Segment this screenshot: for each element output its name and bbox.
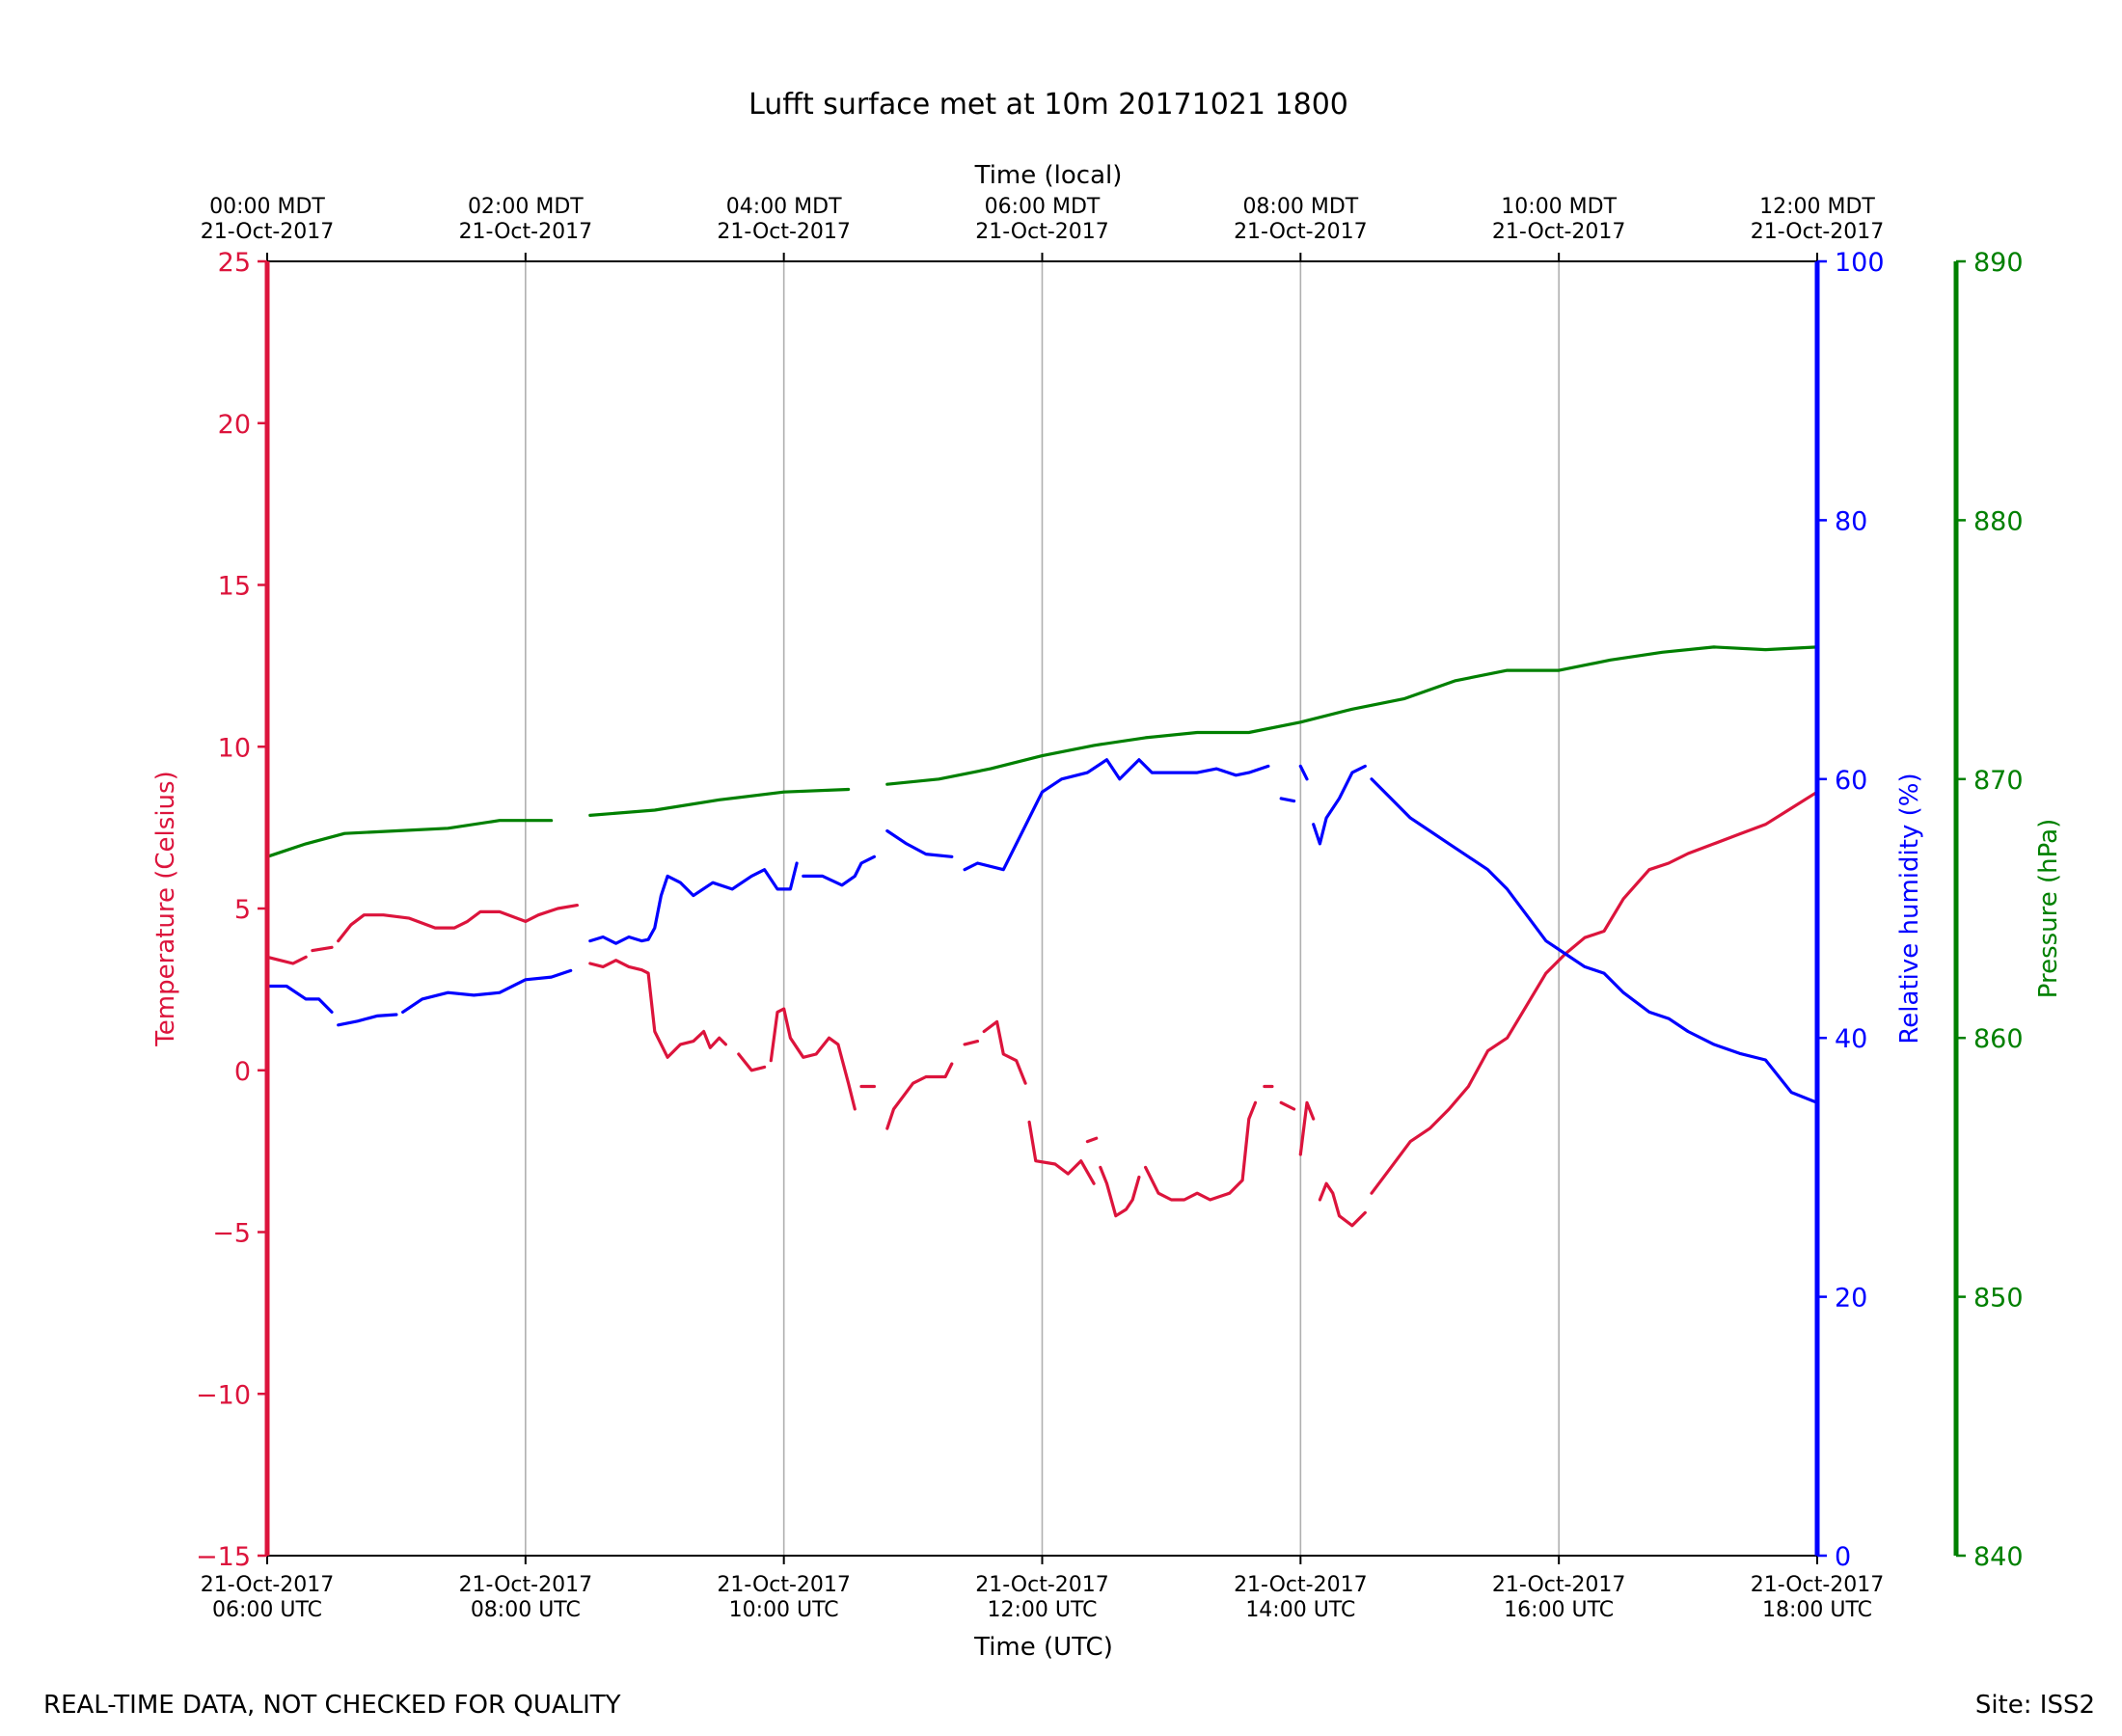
top-axis-label: Time (local) (974, 161, 1123, 190)
humidity-tick-label: 100 (1835, 248, 1885, 278)
relative-humidity-line-segment (885, 828, 954, 858)
top-tick-label-date: 21-Oct-2017 (1234, 220, 1368, 244)
x-tick-label-date: 21-Oct-2017 (1234, 1573, 1368, 1597)
temperature-line-segment (588, 959, 728, 1059)
pressure-tick-label: 870 (1973, 766, 2024, 796)
temperature-line-segment (1027, 1120, 1096, 1185)
x-tick-label-date: 21-Oct-2017 (1751, 1573, 1885, 1597)
relative-humidity-line-segment (588, 861, 799, 945)
top-tick-label-time: 12:00 MDT (1759, 195, 1875, 219)
x-tick-label-date: 21-Oct-2017 (717, 1573, 851, 1597)
series-group (265, 645, 1819, 1228)
humidity-axis-label: Relative humidity (%) (1895, 773, 1924, 1044)
top-tick-label-time: 10:00 MDT (1501, 195, 1617, 219)
temperature-tick-label: 0 (234, 1057, 251, 1087)
temperature-line-segment (963, 1039, 980, 1046)
top-tick-label-time: 06:00 MDT (985, 195, 1101, 219)
top-tick-label-date: 21-Oct-2017 (201, 220, 335, 244)
temperature-line-segment (1085, 1136, 1099, 1144)
top-tick-label-time: 02:00 MDT (468, 195, 584, 219)
top-tick-label-date: 21-Oct-2017 (459, 220, 593, 244)
pressure-tick-label: 850 (1973, 1284, 2024, 1314)
pressure-tick-label: 880 (1973, 506, 2024, 536)
chart-title: Lufft surface met at 10m 20171021 1800 (748, 88, 1348, 122)
temperature-tick-label: 10 (218, 733, 251, 763)
temperature-line-segment (1318, 1181, 1367, 1228)
temperature-line-segment (337, 903, 580, 943)
temperature-line-segment (885, 1062, 954, 1130)
relative-humidity-line-segment (401, 968, 573, 1015)
relative-humidity-line-segment (1298, 764, 1309, 781)
x-tick-label-date: 21-Oct-2017 (1492, 1573, 1626, 1597)
pressure-line-segment (265, 819, 554, 858)
temperature-line-segment (769, 1007, 857, 1111)
pressure-tick-label: 860 (1973, 1024, 2024, 1054)
pressure-tick-label: 890 (1973, 248, 2024, 278)
temperature-line-segment (1279, 1100, 1296, 1111)
x-tick-label-time: 18:00 UTC (1762, 1598, 1872, 1622)
x-tick-label-time: 06:00 UTC (212, 1598, 322, 1622)
pressure-axis-label: Pressure (hPa) (2034, 819, 2063, 999)
temperature-line-segment (1370, 790, 1819, 1195)
x-tick-label-date: 21-Oct-2017 (459, 1573, 593, 1597)
temperature-tick-label: 25 (218, 248, 251, 278)
relative-humidity-line-segment (963, 758, 1270, 872)
x-tick-label-time: 16:00 UTC (1504, 1598, 1614, 1622)
pressure-line-segment (885, 645, 1819, 786)
x-tick-label-time: 14:00 UTC (1245, 1598, 1355, 1622)
relative-humidity-line-segment (265, 984, 334, 1015)
relative-humidity-line-segment (802, 854, 877, 887)
top-tick-label-date: 21-Oct-2017 (975, 220, 1109, 244)
pressure-tick-label: 840 (1973, 1542, 2024, 1572)
humidity-tick-label: 0 (1835, 1542, 1851, 1572)
temperature-tick-label: 15 (218, 572, 251, 602)
temperature-tick-label: −5 (212, 1219, 251, 1249)
quality-disclaimer: REAL-TIME DATA, NOT CHECKED FOR QUALITY (43, 1691, 621, 1720)
temperature-line-segment (265, 955, 308, 965)
top-tick-label-time: 04:00 MDT (726, 195, 842, 219)
temperature-line-segment (311, 945, 334, 953)
pressure-line-segment (588, 787, 851, 818)
humidity-tick-label: 80 (1835, 506, 1867, 536)
humidity-tick-label: 20 (1835, 1284, 1867, 1314)
x-tick-label-time: 08:00 UTC (471, 1598, 581, 1622)
x-axis-label: Time (UTC) (973, 1633, 1113, 1662)
x-tick-label-date: 21-Oct-2017 (201, 1573, 335, 1597)
temperature-line-segment (737, 1052, 767, 1072)
temperature-line-segment (1298, 1100, 1316, 1156)
temperature-tick-label: 20 (218, 410, 251, 440)
x-tick-label-time: 12:00 UTC (987, 1598, 1097, 1622)
top-tick-label-time: 00:00 MDT (209, 195, 325, 219)
temperature-tick-label: 5 (234, 895, 251, 925)
grid-lines (525, 261, 1560, 1556)
humidity-tick-label: 40 (1835, 1024, 1867, 1054)
humidity-tick-label: 60 (1835, 766, 1867, 796)
relative-humidity-line-segment (337, 1013, 398, 1027)
top-tick-label-date: 21-Oct-2017 (1492, 220, 1626, 244)
temperature-line-segment (982, 1019, 1027, 1085)
relative-humidity-line-segment (1370, 777, 1819, 1104)
temperature-tick-label: −10 (196, 1380, 251, 1410)
relative-humidity-line-segment (1312, 764, 1367, 846)
site-label: Site: ISS2 (1975, 1691, 2095, 1720)
top-tick-label-date: 21-Oct-2017 (717, 220, 851, 244)
temperature-line-segment (1099, 1165, 1141, 1218)
relative-humidity-line-segment (1279, 797, 1296, 803)
temperature-axis-label: Temperature (Celsius) (151, 771, 180, 1046)
temperature-tick-label: −15 (196, 1542, 251, 1572)
x-tick-label-time: 10:00 UTC (729, 1598, 839, 1622)
temperature-line-segment (1143, 1100, 1258, 1202)
x-tick-label-date: 21-Oct-2017 (975, 1573, 1109, 1597)
top-tick-label-time: 08:00 MDT (1242, 195, 1358, 219)
top-tick-label-date: 21-Oct-2017 (1751, 220, 1885, 244)
